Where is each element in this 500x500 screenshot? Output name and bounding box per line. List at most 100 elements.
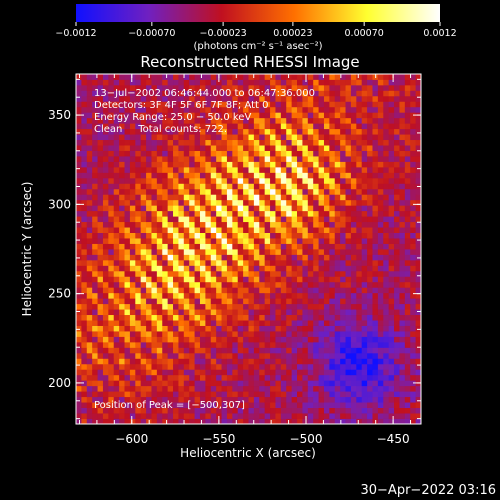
heatmap-pixel (108, 385, 115, 392)
heatmap-pixel (232, 221, 239, 228)
heatmap-pixel (329, 396, 336, 403)
heatmap-pixel (237, 396, 244, 403)
heatmap-pixel (361, 156, 368, 162)
heatmap-pixel (340, 101, 346, 108)
heatmap-pixel (156, 183, 163, 190)
heatmap-pixel (151, 145, 158, 151)
heatmap-pixel (302, 292, 309, 299)
heatmap-pixel (226, 369, 233, 376)
heatmap-pixel (264, 363, 271, 370)
heatmap-pixel (410, 314, 417, 321)
heatmap-pixel (86, 314, 93, 321)
heatmap-pixel (334, 123, 341, 130)
heatmap-pixel (135, 106, 142, 113)
heatmap-pixel (291, 287, 298, 294)
heatmap-pixel (199, 238, 206, 244)
heatmap-pixel (388, 363, 395, 370)
heatmap-pixel (367, 166, 373, 173)
heatmap-pixel (119, 145, 125, 151)
heatmap-pixel (189, 254, 195, 261)
heatmap-pixel (394, 303, 400, 310)
heatmap-pixel (275, 238, 282, 244)
heatmap-pixel (146, 123, 152, 130)
heatmap-pixel (226, 341, 233, 348)
heatmap-pixel (76, 205, 82, 212)
heatmap-pixel (226, 254, 233, 261)
heatmap-pixel (113, 314, 120, 321)
heatmap-pixel (307, 117, 314, 124)
heatmap-pixel (156, 276, 163, 283)
heatmap-pixel (394, 145, 400, 151)
heatmap-pixel (313, 402, 319, 408)
heatmap-pixel (280, 123, 287, 130)
heatmap-pixel (367, 358, 373, 365)
heatmap-pixel (270, 221, 276, 228)
heatmap-pixel (377, 238, 384, 244)
heatmap-pixel (151, 314, 158, 321)
heatmap-pixel (216, 150, 222, 157)
heatmap-pixel (286, 407, 293, 414)
heatmap-pixel (410, 347, 417, 354)
heatmap-pixel (92, 249, 98, 255)
heatmap-pixel (178, 227, 185, 233)
heatmap-pixel (394, 139, 400, 146)
heatmap-pixel (329, 309, 336, 316)
heatmap-pixel (318, 166, 325, 173)
heatmap-pixel (377, 172, 384, 179)
heatmap-pixel (275, 199, 282, 206)
heatmap-pixel (334, 352, 341, 359)
heatmap-pixel (350, 188, 357, 195)
heatmap-pixel (129, 139, 136, 146)
heatmap-pixel (313, 216, 319, 223)
heatmap-pixel (410, 117, 417, 124)
heatmap-pixel (194, 79, 201, 86)
heatmap-pixel (140, 74, 147, 80)
heatmap-pixel (92, 194, 98, 201)
heatmap-pixel (237, 287, 244, 294)
heatmap-pixel (356, 210, 363, 217)
heatmap-pixel (399, 352, 406, 359)
heatmap-pixel (297, 407, 303, 414)
heatmap-pixel (113, 325, 120, 332)
heatmap-pixel (226, 172, 233, 179)
heatmap-pixel (410, 194, 417, 201)
heatmap-pixel (81, 221, 88, 228)
heatmap-pixel (102, 270, 109, 277)
heatmap-pixel (124, 216, 131, 223)
heatmap-pixel (302, 276, 309, 283)
heatmap-pixel (81, 325, 88, 332)
heatmap-pixel (194, 156, 201, 162)
heatmap-pixel (232, 292, 239, 299)
heatmap-pixel (404, 369, 411, 376)
heatmap-pixel (167, 276, 174, 283)
heatmap-pixel (210, 166, 217, 173)
heatmap-pixel (178, 363, 185, 370)
heatmap-pixel (340, 134, 346, 141)
heatmap-pixel (210, 325, 217, 332)
heatmap-pixel (334, 341, 341, 348)
heatmap-pixel (86, 194, 93, 201)
heatmap-pixel (340, 341, 346, 348)
heatmap-pixel (124, 314, 131, 321)
heatmap-pixel (124, 95, 131, 102)
heatmap-pixel (76, 259, 82, 266)
heatmap-pixel (232, 254, 239, 261)
heatmap-pixel (340, 123, 346, 130)
heatmap-pixel (210, 194, 217, 201)
heatmap-pixel (194, 380, 201, 387)
heatmap-pixel (404, 292, 411, 299)
heatmap-pixel (210, 341, 217, 348)
heatmap-pixel (140, 221, 147, 228)
heatmap-pixel (286, 287, 293, 294)
heatmap-pixel (394, 101, 400, 108)
heatmap-pixel (399, 216, 406, 223)
heatmap-pixel (221, 265, 228, 272)
heatmap-pixel (399, 303, 406, 310)
heatmap-pixel (404, 90, 411, 97)
heatmap-pixel (361, 281, 368, 288)
heatmap-pixel (388, 413, 395, 419)
heatmap-pixel (119, 150, 125, 157)
heatmap-pixel (92, 112, 98, 119)
heatmap-pixel (102, 396, 109, 403)
heatmap-pixel (129, 172, 136, 179)
